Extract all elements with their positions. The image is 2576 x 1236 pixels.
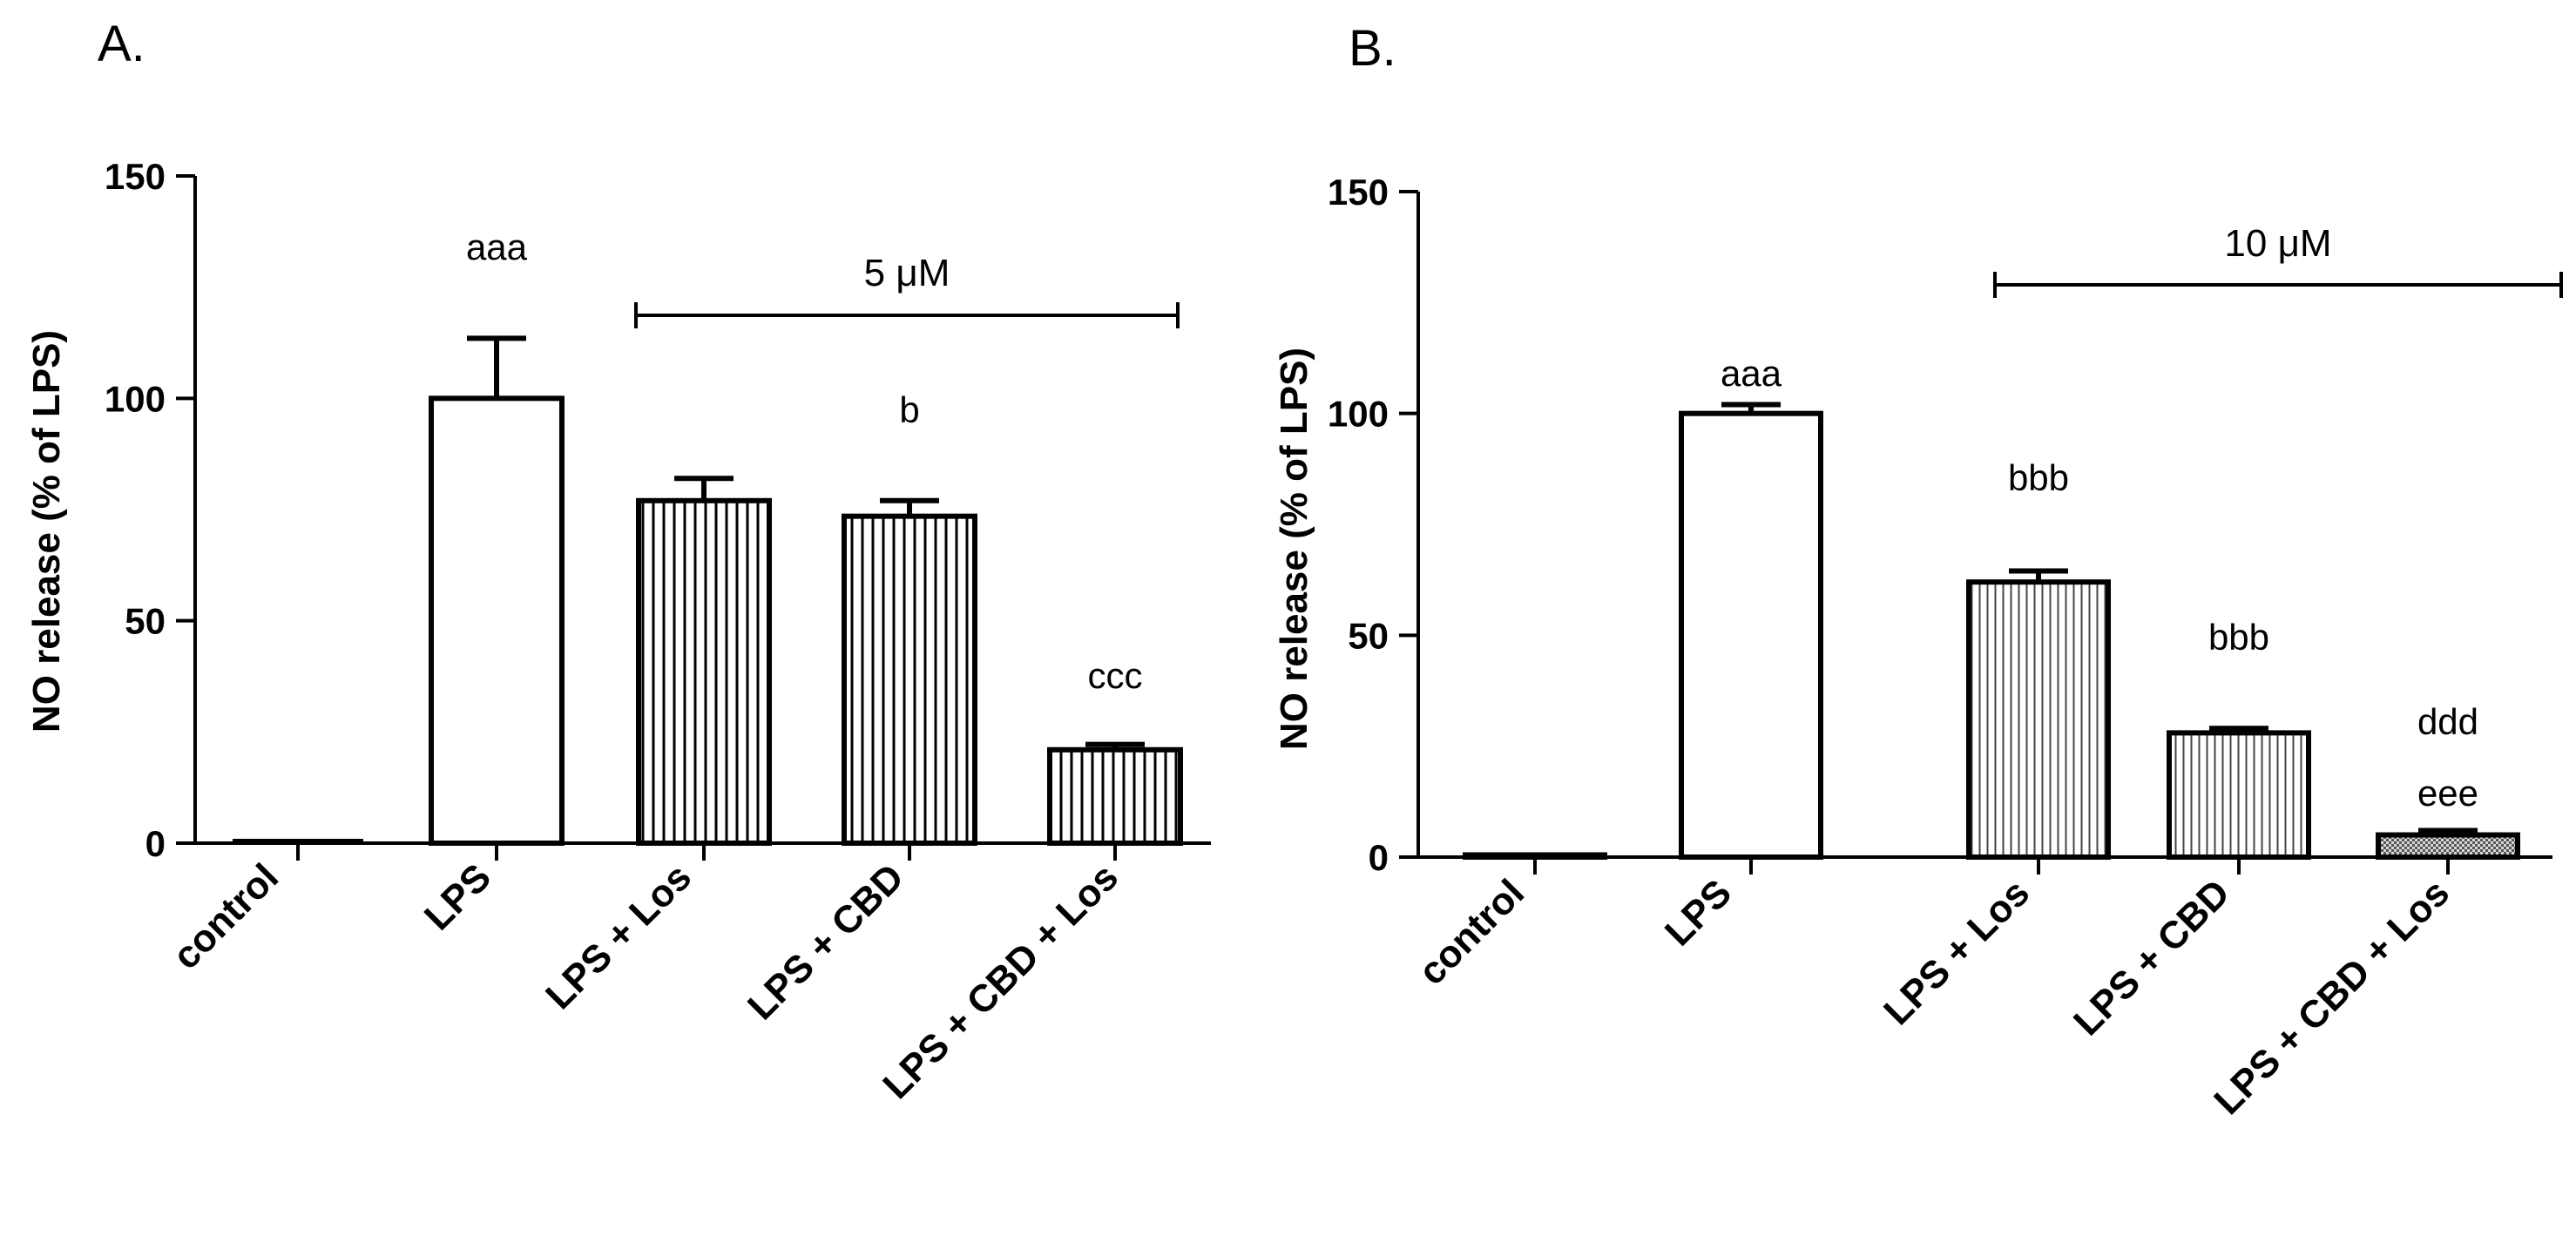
panel-b-annotations: aaa bbb bbb ddd eee [1721, 353, 2478, 814]
panel-a-axis: 0 50 100 150 [105, 156, 1211, 864]
panel-b-y-tick-label: 150 [1328, 172, 1389, 213]
panel-a-category-label: LPS + Los [538, 855, 700, 1017]
panel-a-bar [842, 513, 977, 846]
panel-a-bar [1047, 746, 1183, 847]
panel-a-y-tick-label: 50 [125, 601, 166, 642]
panel-a-category-label: LPS [416, 855, 499, 938]
panel-b-bar [1679, 410, 1823, 860]
panel-b-y-tick-label: 0 [1369, 837, 1389, 878]
panel-a-y-tick-label: 150 [105, 156, 166, 197]
panel-b-category-label: LPS + CBD [2066, 871, 2238, 1044]
panel-b-bracket: 10 μM [1993, 222, 2563, 298]
panel-b-label: B. [1349, 20, 1396, 77]
panel-a-bracket: 5 μM [634, 252, 1180, 328]
panel-b-bar [2376, 832, 2520, 860]
panel-b-bar [2167, 730, 2311, 860]
panel-a-category-label: control [165, 855, 287, 977]
panel-a-category-label: LPS + CBD [740, 855, 912, 1028]
panel-a-annotation: ccc [1088, 655, 1143, 696]
panel-a-bar [429, 395, 565, 846]
panel-a-bars [233, 335, 1183, 847]
panel-b-category-label: control [1410, 871, 1532, 993]
panel-b-y-tick-label: 50 [1348, 615, 1389, 656]
panel-b-y-tick-label: 100 [1328, 394, 1389, 435]
panel-a-annotation: aaa [466, 226, 528, 267]
panel-b-y-axis-label: NO release (% of LPS) [1273, 348, 1315, 750]
panel-b-annotation: ddd [2417, 701, 2478, 742]
panel-a-y-tick-label: 100 [105, 378, 166, 419]
panel-a-y-axis-label: NO release (% of LPS) [25, 330, 68, 733]
panel-b: B. NO release (% of LPS) 0 50 100 150 contr… [1273, 20, 2563, 1123]
panel-b-annotation: bbb [2008, 457, 2069, 498]
panel-b-annotation: eee [2417, 773, 2478, 814]
panel-b-bars [1463, 402, 2520, 860]
panel-a-bracket-label: 5 μM [864, 252, 950, 294]
panel-a-annotation: b [899, 389, 919, 430]
panel-b-category-label: LPS + CBD + Los [2206, 871, 2458, 1123]
panel-a-y-tick-label: 0 [145, 823, 166, 864]
panel-b-bar [1966, 579, 2111, 860]
panel-b-bracket-label: 10 μM [2224, 222, 2331, 265]
panel-b-bar [1463, 852, 1607, 860]
panel-b-axis: 0 50 100 150 [1328, 172, 2552, 878]
panel-a-bar [636, 497, 772, 847]
panel-b-annotation: aaa [1721, 353, 1782, 394]
panel-b-category-label: LPS [1657, 871, 1740, 954]
panel-b-annotation: bbb [2208, 617, 2269, 658]
panel-a: A. NO release (% of LPS) 0 50 100 150 contr… [25, 16, 1211, 1107]
panel-a-label: A. [98, 16, 145, 72]
panel-a-annotations: aaa b ccc [466, 226, 1143, 696]
panel-a-category-label: LPS + CBD + Los [875, 855, 1126, 1107]
panel-b-category-label: LPS + Los [1876, 871, 2038, 1033]
